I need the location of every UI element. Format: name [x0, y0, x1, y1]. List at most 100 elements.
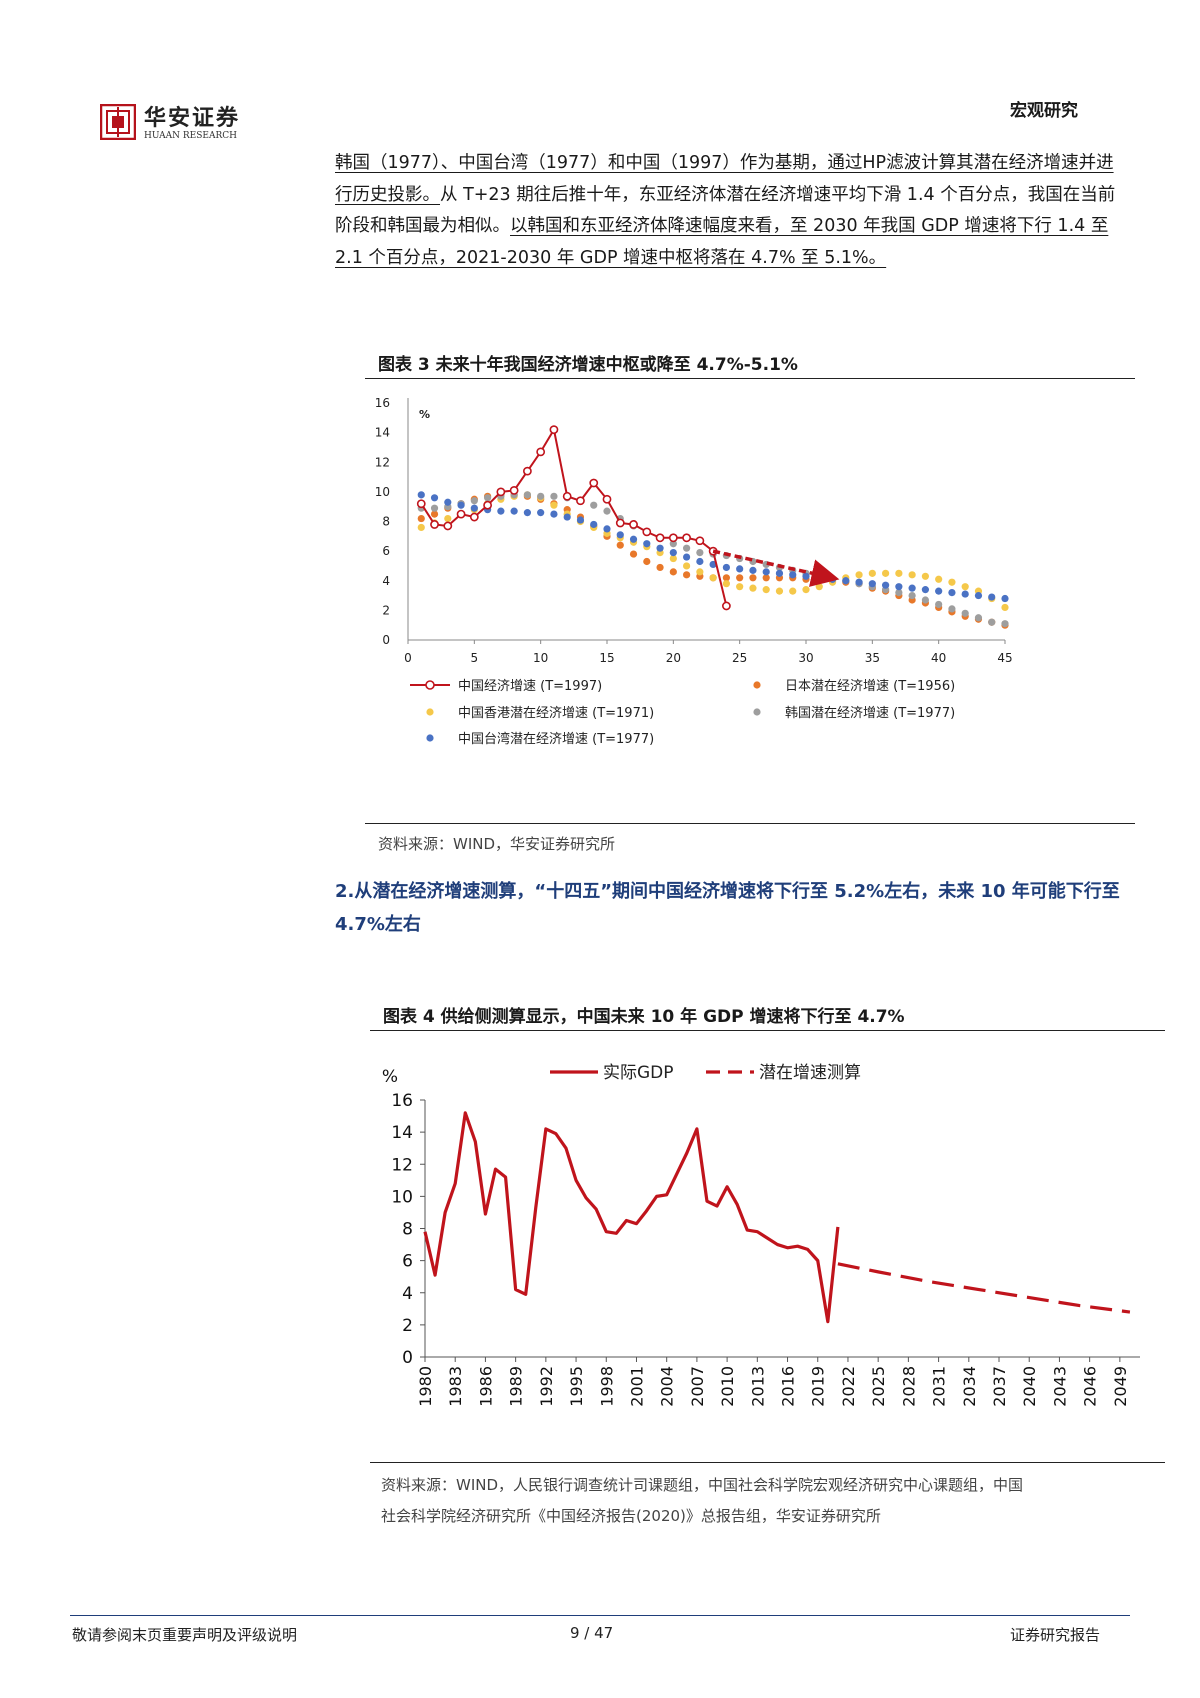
data-point — [935, 600, 943, 609]
data-point — [695, 536, 705, 546]
data-point — [935, 587, 943, 595]
data-point — [895, 583, 903, 591]
data-point — [988, 593, 996, 601]
figure4-bottom-rule — [370, 1462, 1165, 1463]
data-point — [616, 541, 624, 549]
x-tick-label: 2010 — [718, 1366, 737, 1407]
x-tick-label: 1995 — [567, 1366, 586, 1407]
y-axis-unit: % — [382, 1067, 398, 1087]
x-tick-label: 5 — [471, 651, 479, 665]
data-point — [655, 533, 665, 543]
data-point — [749, 574, 757, 582]
data-point — [483, 500, 492, 510]
data-point — [961, 590, 969, 598]
data-point — [417, 491, 425, 499]
x-tick-label: 20 — [666, 651, 681, 665]
actual-gdp-line — [423, 1111, 840, 1324]
data-point — [722, 574, 730, 582]
paragraph-segment-2: 从 T+23 期往后推十年，东亚经济体潜在经济增速平均下滑 1.4 个百分点，我… — [335, 184, 1116, 237]
x-tick-label: 15 — [599, 651, 614, 665]
x-tick-label: 1980 — [416, 1366, 435, 1407]
figure3-title: 图表 3 未来十年我国经济增速中枢或降至 4.7%-5.1% — [378, 355, 798, 375]
y-tick-label: 16 — [375, 396, 390, 410]
data-point — [430, 504, 439, 512]
data-point — [855, 571, 863, 579]
figure3-source: 资料来源：WIND，华安证券研究所 — [378, 835, 616, 853]
data-point — [668, 533, 678, 543]
data-point — [550, 492, 558, 500]
data-point — [537, 509, 545, 517]
x-tick-label: 25 — [732, 651, 747, 665]
data-point — [590, 501, 598, 509]
x-tick-label: 2037 — [990, 1366, 1009, 1407]
data-point — [789, 571, 797, 579]
data-point — [974, 614, 983, 622]
x-tick-label: 2034 — [960, 1366, 979, 1407]
data-point — [523, 509, 531, 517]
legend-label: 韩国潜在经济增速 (T=1977) — [785, 706, 955, 721]
figure4-chart: 0 2 4 6 8 10 12 14 16% 1980 1983 1986 1989 1992 1995 19… — [382, 1063, 1140, 1407]
data-point — [948, 605, 956, 613]
x-tick-label: 2007 — [688, 1366, 707, 1407]
x-tick-label: 2028 — [899, 1366, 918, 1407]
data-point — [562, 491, 572, 501]
y-tick-label: 2 — [382, 603, 390, 617]
data-point — [615, 518, 625, 528]
section-label: 宏观研究 — [1010, 101, 1078, 121]
legend-marker — [753, 681, 761, 689]
data-point — [722, 580, 730, 588]
data-point — [721, 601, 731, 611]
data-point — [709, 574, 717, 582]
data-point — [908, 571, 916, 579]
x-tick-label: 2040 — [1020, 1366, 1039, 1407]
x-tick-label: 2049 — [1111, 1366, 1130, 1407]
y-tick-label: 8 — [382, 515, 390, 529]
data-point — [775, 569, 784, 577]
data-point — [417, 523, 425, 532]
data-point — [948, 578, 956, 586]
data-point — [470, 504, 478, 512]
legend-label: 中国台湾潜在经济增速 (T=1977) — [458, 731, 654, 747]
x-tick-label: 1983 — [446, 1366, 465, 1407]
y-tick-label: 8 — [402, 1220, 413, 1240]
data-point — [603, 525, 611, 533]
y-tick-label: 4 — [402, 1284, 413, 1304]
data-point — [643, 540, 651, 548]
data-point — [629, 535, 638, 543]
data-point — [444, 498, 452, 506]
figure3-bottom-rule — [365, 823, 1135, 824]
y-tick-label: 10 — [375, 485, 390, 499]
data-point — [563, 513, 571, 521]
data-point — [683, 544, 691, 552]
data-point — [629, 520, 638, 529]
x-tick-label: 10 — [533, 651, 548, 665]
data-point — [470, 497, 478, 505]
data-point — [642, 527, 652, 537]
figure4-source-line2: 社会科学院经济研究所《中国经济报告(2020)》总报告组，华安证券研究所 — [381, 1507, 881, 1525]
data-point — [868, 580, 876, 588]
data-point — [895, 589, 903, 597]
x-tick-label: 2046 — [1081, 1366, 1100, 1407]
data-point — [921, 596, 930, 604]
x-tick-label: 2025 — [869, 1366, 888, 1407]
data-point — [484, 494, 492, 502]
data-point — [908, 591, 916, 600]
footer-rule — [70, 1615, 1130, 1616]
x-tick-label: 1986 — [476, 1366, 495, 1407]
data-point — [537, 492, 545, 500]
legend-label-projection: 潜在增速测算 — [759, 1063, 861, 1083]
data-point — [736, 574, 744, 582]
data-point — [444, 514, 452, 523]
legend-marker — [426, 708, 434, 716]
data-point — [549, 425, 559, 435]
legend-marker — [425, 680, 435, 690]
data-point — [509, 485, 519, 495]
y-tick-label: 0 — [382, 633, 390, 647]
page-number: 9 / 47 — [570, 1624, 614, 1642]
data-point — [921, 572, 930, 580]
x-tick-label: 1992 — [537, 1366, 556, 1407]
data-point — [1001, 603, 1009, 612]
logo-chinese-name: 华安证券 — [144, 105, 241, 131]
data-point — [842, 577, 850, 585]
projection-line — [837, 1262, 1131, 1314]
